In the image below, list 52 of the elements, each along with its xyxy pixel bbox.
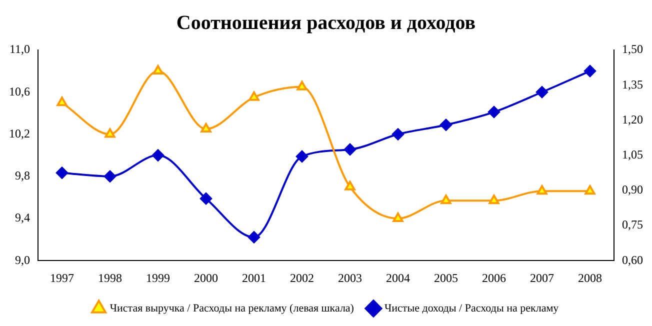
point [56,96,68,106]
point [488,106,500,118]
point [248,231,260,244]
point [104,170,116,182]
point [56,166,68,179]
point [296,80,308,90]
y-tick-label: 9,0 [15,252,30,267]
point [488,194,500,204]
y2-tick-label: 1,20 [622,112,643,126]
x-tick-label: 2005 [434,270,458,285]
point [296,150,308,162]
point [584,65,596,78]
legend-label: Чистые доходы / Расходы на рекламу [384,302,560,314]
point [440,194,452,204]
y2-tick-label: 0,75 [622,218,643,232]
y-tick-label: 10,2 [9,126,30,140]
point [392,128,404,140]
y2-tick-label: 1,50 [622,42,643,56]
y2-tick-label: 0,90 [622,182,643,197]
point [152,149,164,162]
x-tick-label: 2000 [194,270,218,285]
point [536,86,548,98]
point [200,192,212,205]
x-tick-label: 2001 [242,270,266,285]
x-tick-label: 2003 [338,270,362,285]
x-tick-label: 1998 [98,270,122,285]
point [152,65,164,75]
x-tick-label: 2006 [482,270,506,285]
legend-label: Чистая выручка / Расходы на рекламу (левая шкала) [110,302,354,314]
point [584,185,596,195]
y-tick-label: 9,8 [15,168,30,183]
x-tick-label: 1997 [50,270,74,285]
point [392,212,404,222]
y2-tick-label: 1,35 [622,77,643,92]
point [440,118,452,131]
x-tick-label: 2004 [386,270,410,285]
point [536,185,548,195]
x-tick-label: 2007 [530,270,554,285]
x-tick-label: 2008 [578,270,602,285]
point [344,143,356,156]
x-tick-label: 2002 [290,270,314,285]
point [344,180,356,190]
y2-tick-label: 1,05 [622,147,643,162]
y-tick-label: 9,4 [15,210,30,225]
chart-title: Соотношения расходов и доходов [176,12,476,34]
y-tick-label: 10,6 [9,84,30,98]
point [248,91,260,101]
point [200,122,212,132]
point [104,128,116,138]
x-tick-label: 1999 [146,270,170,285]
y2-tick-label: 0,60 [622,252,643,267]
y-tick-label: 11,0 [9,42,30,56]
